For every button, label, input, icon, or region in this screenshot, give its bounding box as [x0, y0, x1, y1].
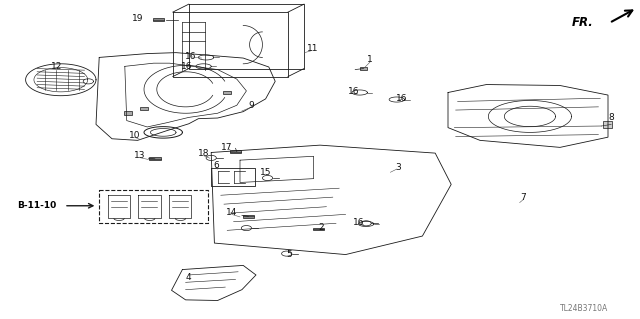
- Text: 2: 2: [319, 223, 324, 232]
- Text: 19: 19: [132, 14, 143, 23]
- Text: 14: 14: [226, 208, 237, 217]
- Text: 5: 5: [287, 250, 292, 259]
- Bar: [153, 18, 164, 21]
- Text: 18: 18: [198, 149, 209, 158]
- Text: 8: 8: [609, 113, 614, 122]
- Text: 7: 7: [521, 193, 526, 202]
- Text: 1: 1: [367, 56, 372, 64]
- Text: 16: 16: [348, 87, 359, 96]
- Bar: [124, 111, 132, 115]
- Text: 16: 16: [396, 94, 408, 103]
- Bar: [360, 67, 367, 70]
- Text: 12: 12: [51, 62, 62, 71]
- Bar: [243, 215, 254, 218]
- Text: B-11-10: B-11-10: [17, 201, 56, 210]
- Text: 6: 6: [214, 161, 219, 170]
- Text: 16: 16: [181, 62, 193, 71]
- Bar: [603, 121, 612, 128]
- Bar: [223, 91, 231, 94]
- Bar: [313, 228, 324, 231]
- Text: 15: 15: [260, 168, 271, 177]
- Bar: [140, 107, 148, 110]
- Text: FR.: FR.: [572, 17, 594, 29]
- Text: 10: 10: [129, 131, 140, 140]
- Bar: [230, 150, 241, 153]
- Bar: [149, 158, 161, 160]
- Text: TL24B3710A: TL24B3710A: [559, 304, 608, 313]
- Text: 3: 3: [396, 163, 401, 172]
- Text: 11: 11: [307, 44, 318, 53]
- Text: 16: 16: [185, 52, 196, 61]
- Text: 16: 16: [353, 218, 364, 227]
- Text: 9: 9: [248, 101, 253, 110]
- Text: 4: 4: [186, 273, 191, 282]
- Text: 13: 13: [134, 151, 145, 160]
- Text: 17: 17: [221, 143, 233, 152]
